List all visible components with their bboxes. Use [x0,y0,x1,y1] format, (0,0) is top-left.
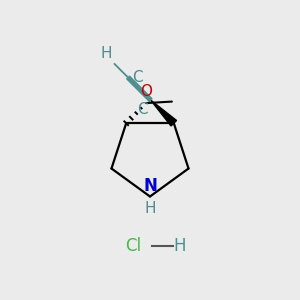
Text: H: H [174,237,186,255]
Text: Cl: Cl [125,237,142,255]
Text: C: C [132,70,142,85]
Text: H: H [144,201,156,216]
Text: C: C [137,102,148,117]
Polygon shape [151,100,177,126]
Text: H: H [100,46,112,62]
Text: O: O [140,85,152,100]
Text: N: N [143,177,157,195]
